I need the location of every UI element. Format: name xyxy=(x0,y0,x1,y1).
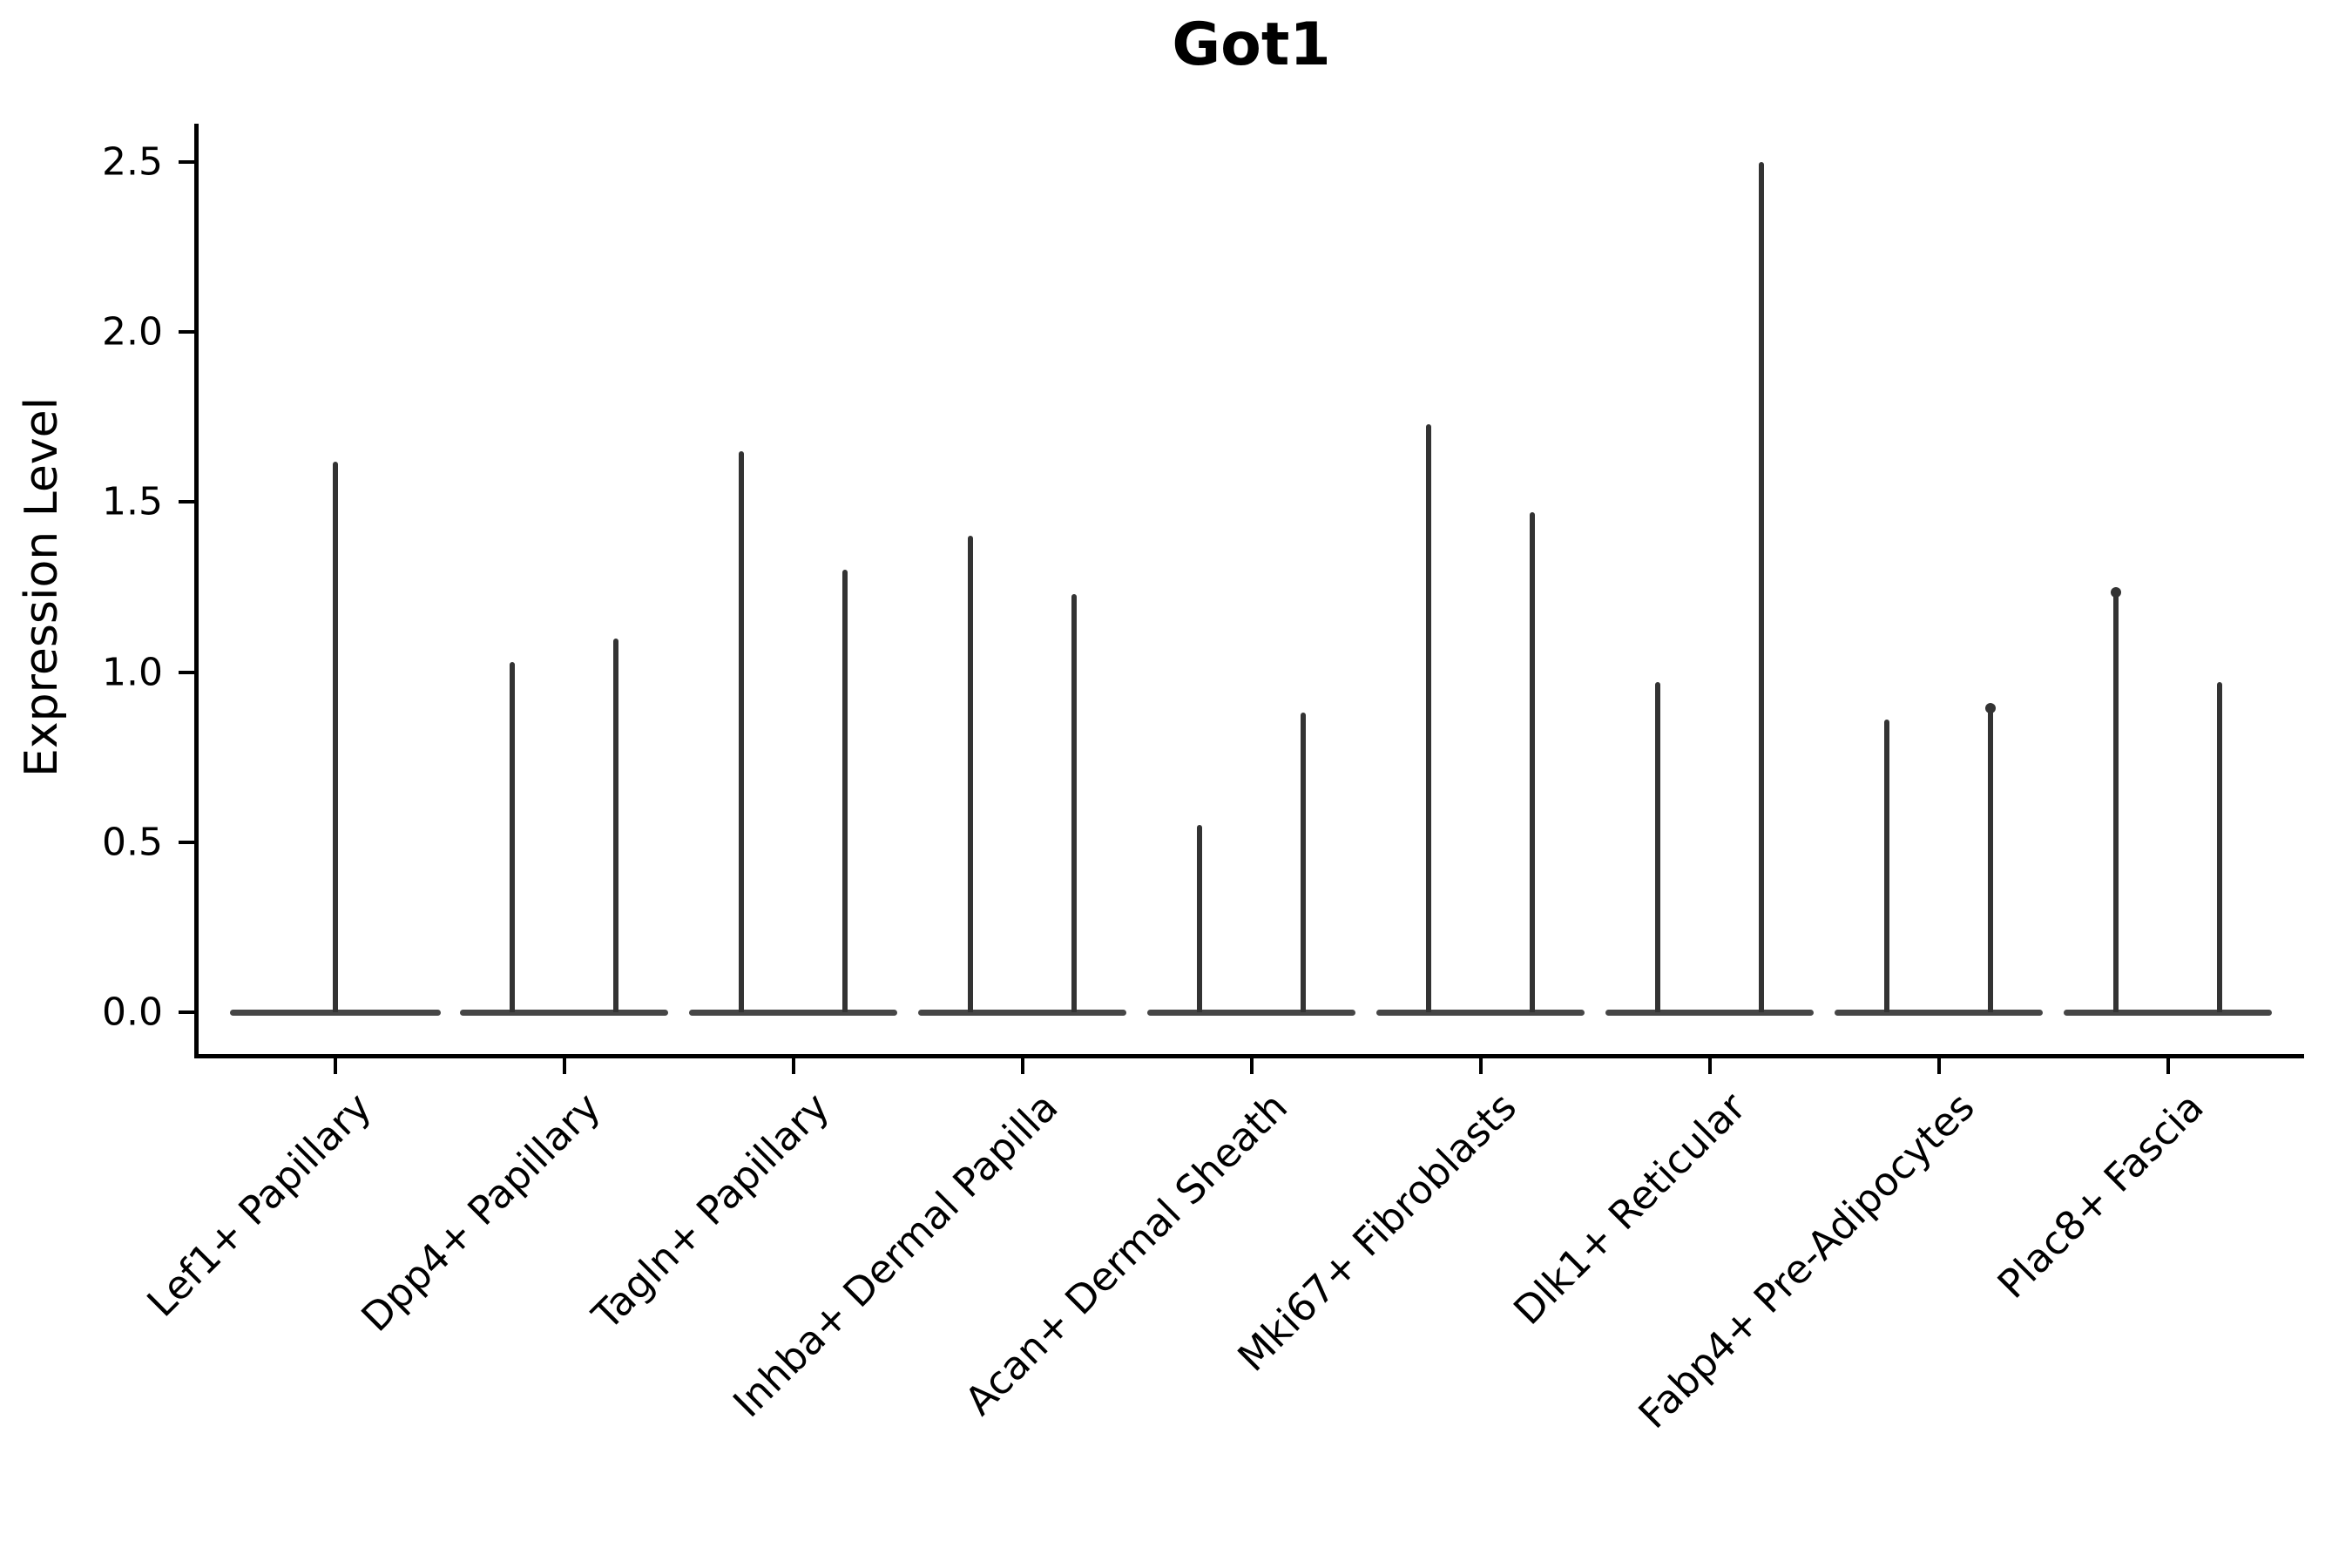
plot-title: Got1 xyxy=(1172,10,1331,79)
violin-spike xyxy=(1655,682,1660,1012)
violin-base xyxy=(689,1009,897,1016)
x-category-label: Dlk1+ Reticular xyxy=(1504,1084,1754,1334)
violin-spike xyxy=(1884,720,1889,1012)
violin-base xyxy=(460,1009,668,1016)
violin-spike xyxy=(1530,512,1535,1012)
y-tick-label: 2.0 xyxy=(102,309,163,355)
violin-spike xyxy=(1759,162,1764,1012)
y-axis-spine xyxy=(194,124,199,1058)
violin-spike xyxy=(1197,825,1202,1012)
violin-spike xyxy=(510,661,515,1012)
violin-spike xyxy=(2113,590,2119,1012)
x-category-label: Tagln+ Papillary xyxy=(583,1084,838,1339)
violin-spike xyxy=(613,638,618,1012)
x-category-label: Lef1+ Papillary xyxy=(138,1084,380,1326)
y-tick-mark-0.5 xyxy=(179,840,194,844)
violin-base xyxy=(2064,1009,2272,1016)
y-tick-mark-1.0 xyxy=(179,670,194,674)
y-tick-label: 0.0 xyxy=(102,990,163,1035)
violin-base xyxy=(1605,1009,1814,1016)
y-axis-label: Expression Level xyxy=(16,396,68,778)
violin-base xyxy=(1835,1009,2043,1016)
y-tick-mark-1.5 xyxy=(179,500,194,504)
x-tick-mark xyxy=(1936,1058,1941,1074)
y-tick-label: 0.5 xyxy=(102,820,163,865)
x-tick-mark xyxy=(1707,1058,1712,1074)
x-category-label: Plac8+ Fascia xyxy=(1989,1084,2213,1308)
violin-spike xyxy=(1301,713,1306,1012)
y-tick-label: 1.0 xyxy=(102,650,163,695)
violin-spike xyxy=(1071,593,1077,1012)
y-tick-mark-2.0 xyxy=(179,330,194,335)
y-tick-mark-0.0 xyxy=(179,1010,194,1014)
x-tick-mark xyxy=(791,1058,795,1074)
violin-spike xyxy=(968,536,973,1012)
violin-base xyxy=(918,1009,1126,1016)
violin-spike xyxy=(1988,706,1993,1012)
violin-base xyxy=(1147,1009,1355,1016)
y-tick-mark-2.5 xyxy=(179,160,194,164)
x-tick-mark xyxy=(2166,1058,2170,1074)
violin-spike xyxy=(1426,423,1431,1012)
x-tick-mark xyxy=(333,1058,337,1074)
violin-spike xyxy=(842,570,848,1012)
max-expression-point xyxy=(2111,586,2121,598)
violin-spike xyxy=(332,461,338,1012)
violin-base xyxy=(229,1009,441,1016)
max-expression-point xyxy=(1985,702,1996,713)
x-tick-mark xyxy=(1020,1058,1024,1074)
y-tick-label: 1.5 xyxy=(102,479,163,524)
x-tick-mark xyxy=(1249,1058,1254,1074)
y-tick-label: 2.5 xyxy=(102,139,163,185)
x-axis-spine xyxy=(194,1054,2304,1058)
violin-spike xyxy=(739,450,744,1012)
x-tick-mark xyxy=(1478,1058,1483,1074)
violin-spike xyxy=(2217,682,2222,1012)
x-category-label: Dpp4+ Papillary xyxy=(352,1084,609,1341)
violin-base xyxy=(1376,1009,1585,1016)
x-tick-mark xyxy=(562,1058,566,1074)
